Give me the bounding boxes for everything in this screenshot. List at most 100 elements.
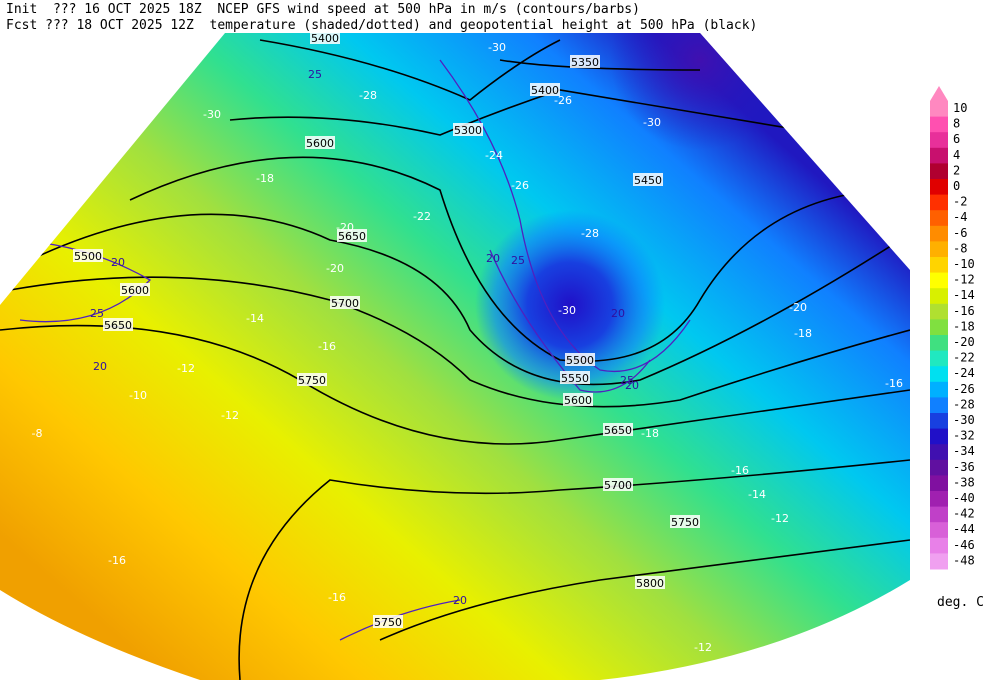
colorbar-label: -28 [953, 397, 975, 411]
height-label: 5750 [374, 616, 402, 629]
temperature-label: -12 [177, 362, 195, 375]
map-area [0, 33, 910, 680]
temperature-label: -16 [731, 464, 749, 477]
colorbar-swatch [930, 288, 948, 305]
height-label: 5600 [306, 137, 334, 150]
colorbar-label: -36 [953, 460, 975, 474]
temperature-label: -12 [221, 409, 239, 422]
colorbar-label: -4 [953, 210, 967, 224]
height-label-bg [103, 318, 133, 331]
height-label-bg [570, 55, 600, 68]
colorbar-label: -16 [953, 304, 975, 318]
temperature-label: -18 [794, 327, 812, 340]
wind-label: 20 [486, 252, 500, 265]
colorbar: 10 86 42 0 -2-4 -6-8 -10 -12-14 -16-18 -20 -22-24 -… [930, 101, 975, 570]
height-label: 5350 [571, 56, 599, 69]
colorbar-label: 2 [953, 163, 960, 177]
colorbar-swatch [930, 272, 948, 289]
colorbar-swatch [930, 491, 948, 508]
temperature-label: -30 [643, 116, 661, 129]
cold-field [0, 33, 910, 680]
height-label-bg [373, 615, 403, 628]
height-label: 5550 [561, 372, 589, 385]
temperature-label: -26 [511, 179, 529, 192]
temperature-label: -30 [488, 41, 506, 54]
height-label-bg [635, 576, 665, 589]
colorbar-swatch [930, 381, 948, 398]
temperature-label: -30 [558, 304, 576, 317]
colorbar-swatch [930, 475, 948, 492]
height-label: 5750 [671, 516, 699, 529]
temperature-label: -28 [359, 89, 377, 102]
colorbar-swatch [930, 335, 948, 352]
temperature-label: -12 [694, 641, 712, 654]
temperature-label: -14 [246, 312, 264, 325]
colorbar-label: -38 [953, 475, 975, 489]
wind-label: 20 [93, 360, 107, 373]
temperature-label: -16 [885, 377, 903, 390]
colorbar-swatch [930, 397, 948, 414]
height-label: 5750 [298, 374, 326, 387]
colorbar-swatch [930, 194, 948, 211]
temperature-label: -28 [581, 227, 599, 240]
colorbar-swatch [930, 101, 948, 118]
height-label-bg [603, 423, 633, 436]
colorbar-swatch [930, 241, 948, 258]
colorbar-swatch [930, 319, 948, 336]
colorbar-label: -2 [953, 195, 967, 209]
colorbar-swatch [930, 428, 948, 445]
height-label-bg [603, 478, 633, 491]
colorbar-label: 6 [953, 132, 960, 146]
temperature-label: -24 [485, 149, 503, 162]
colorbar-swatch [930, 179, 948, 196]
colorbar-label: -20 [953, 335, 975, 349]
wind-label: 25 [511, 254, 525, 267]
height-label-bg [633, 173, 663, 186]
colorbar-unit: deg. C [937, 595, 984, 610]
colorbar-swatch [930, 116, 948, 133]
height-label: 5800 [636, 577, 664, 590]
header-line: Fcst ??? 18 OCT 2025 12Z temperature (sh… [6, 18, 757, 33]
wind-label: 20 [625, 379, 639, 392]
colorbar-swatch [930, 537, 948, 554]
height-label-bg [337, 229, 367, 242]
wind-label: 25 [620, 374, 634, 387]
colorbar-label: -42 [953, 507, 975, 521]
colorbar-label: 8 [953, 117, 960, 131]
colorbar-arrow [930, 86, 948, 101]
temperature-label: -20 [789, 301, 807, 314]
colorbar-label: -34 [953, 444, 975, 458]
height-label-bg [310, 31, 340, 44]
height-label: 5650 [338, 230, 366, 243]
colorbar-label: -12 [953, 273, 975, 287]
colorbar-swatch [930, 366, 948, 383]
height-label: 5500 [74, 250, 102, 263]
colorbar-label: -26 [953, 382, 975, 396]
colorbar-label: 0 [953, 179, 960, 193]
colorbar-label: -8 [953, 241, 967, 255]
wind-label: 25 [90, 307, 104, 320]
temperature-label: -20 [336, 221, 354, 234]
wind-label: 20 [453, 594, 467, 607]
height-label-bg [330, 296, 360, 309]
height-label: 5600 [121, 284, 149, 297]
temperature-label: -8 [32, 427, 43, 440]
height-label-bg [560, 371, 590, 384]
colorbar-swatch [930, 506, 948, 523]
temperature-label: -18 [256, 172, 274, 185]
height-label: 5700 [331, 297, 359, 310]
colorbar-label: -22 [953, 351, 975, 365]
colorbar-label: -18 [953, 319, 975, 333]
temperature-label: -16 [108, 554, 126, 567]
height-label-bg [453, 123, 483, 136]
height-label-bg [670, 515, 700, 528]
wind-label: 25 [308, 68, 322, 81]
colorbar-label: -24 [953, 366, 975, 380]
colorbar-swatch [930, 210, 948, 227]
height-label-bg [305, 136, 335, 149]
colorbar-swatch [930, 147, 948, 164]
height-label: 5300 [454, 124, 482, 137]
wind-label: 20 [111, 256, 125, 269]
temperature-label: -14 [748, 488, 766, 501]
